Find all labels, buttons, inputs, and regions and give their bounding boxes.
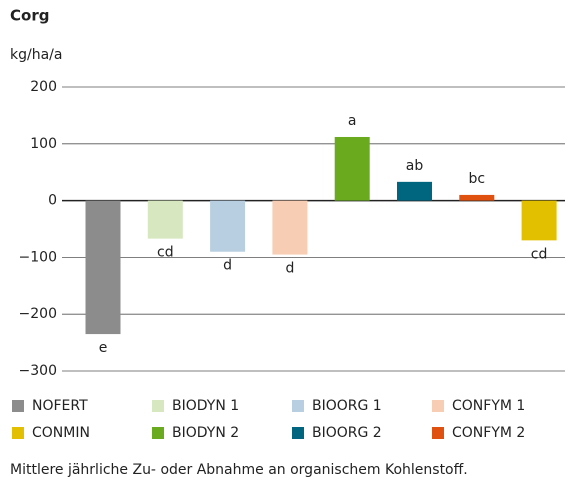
y-tick-label: 100 xyxy=(30,136,57,152)
legend-swatch xyxy=(292,427,304,439)
y-tick-label: −300 xyxy=(19,363,57,379)
bar-annotation: ab xyxy=(406,158,424,174)
bar xyxy=(397,181,432,201)
legend-label: BIODYN 1 xyxy=(172,398,239,414)
legend-swatch xyxy=(432,400,444,412)
bar-annotation: a xyxy=(348,113,357,129)
legend-swatch xyxy=(292,400,304,412)
legend-swatch xyxy=(12,400,24,412)
legend-swatch xyxy=(152,427,164,439)
bar xyxy=(334,136,370,201)
bar-annotation: d xyxy=(285,261,294,277)
legend-label: CONMIN xyxy=(32,425,90,441)
legend-label: NOFERT xyxy=(32,398,88,414)
chart-title: Corg xyxy=(10,7,49,25)
bar xyxy=(459,194,495,201)
bar-annotation: bc xyxy=(469,171,486,187)
bar xyxy=(147,200,183,239)
bar xyxy=(210,200,246,252)
y-axis-label: kg/ha/a xyxy=(10,47,62,63)
bar xyxy=(85,200,121,335)
legend-label: BIOORG 2 xyxy=(312,425,382,441)
legend-label: BIOORG 1 xyxy=(312,398,382,414)
y-tick-label: 200 xyxy=(30,79,57,95)
y-tick-label: −100 xyxy=(19,249,57,265)
bar-annotation: d xyxy=(223,258,232,274)
legend-label: CONFYM 2 xyxy=(452,425,525,441)
caption: Mittlere jährliche Zu- oder Abnahme an o… xyxy=(10,462,468,478)
y-tick-label: −200 xyxy=(19,306,57,322)
bar-annotation: cd xyxy=(531,246,548,262)
legend-swatch xyxy=(432,427,444,439)
bar-annotation: cd xyxy=(157,245,174,261)
legend-swatch xyxy=(152,400,164,412)
y-tick-label: 0 xyxy=(48,193,57,209)
legend-label: CONFYM 1 xyxy=(452,398,525,414)
legend-label: BIODYN 2 xyxy=(172,425,239,441)
legend-swatch xyxy=(12,427,24,439)
bar-annotation: e xyxy=(99,340,108,356)
bar xyxy=(272,200,308,255)
bar xyxy=(521,200,557,241)
